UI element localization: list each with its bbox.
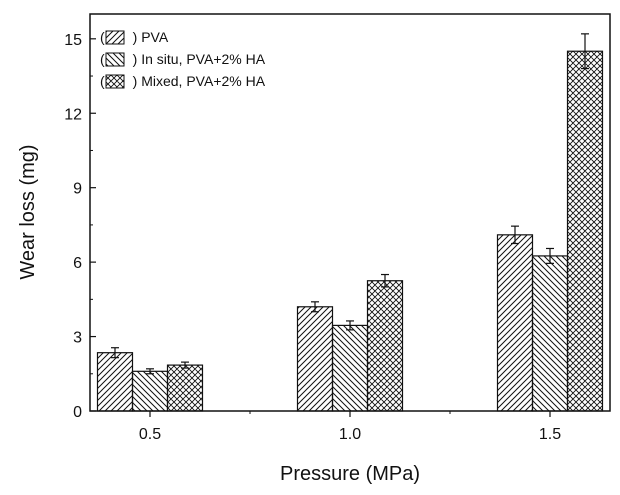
x-axis-title: Pressure (MPa): [280, 463, 420, 485]
error-bars-layer: [111, 33, 589, 375]
bar-3-0-5: [166, 364, 204, 412]
bar-2-1-5: [531, 255, 569, 412]
y-tick-label: 12: [64, 106, 82, 123]
x-tick-label: 0.5: [139, 426, 161, 443]
error-bar-3-0-5: [181, 361, 189, 369]
error-bar-2-1-0: [346, 320, 354, 331]
legend-label: ( ) Mixed, PVA+2% HA: [100, 73, 266, 89]
error-bar-1-0-5: [111, 347, 119, 359]
bar-1-1-5: [496, 234, 534, 412]
legend-item-3: ( ) Mixed, PVA+2% HA: [100, 73, 266, 89]
y-tick-label: 6: [73, 255, 82, 272]
error-bar-3-1-0: [381, 273, 389, 288]
bar-1-0-5: [96, 352, 134, 412]
legend-swatch: [105, 74, 125, 89]
bar-3-1-0: [366, 280, 404, 412]
error-bar-1-1-5: [511, 225, 519, 245]
bar-2-0-5: [131, 370, 169, 412]
x-tick-label: 1.0: [339, 426, 361, 443]
x-tick-label: 1.5: [539, 426, 561, 443]
y-tick-label: 0: [73, 404, 82, 421]
legend-swatch: [105, 30, 125, 45]
y-axis-title: Wear loss (mg): [17, 144, 39, 279]
y-axis: 0 3 6 9 12 15: [64, 32, 96, 421]
bars-layer: [96, 50, 604, 412]
legend: ( ) PVA ( ) In situ, PVA+2% HA ( ) Mixed, …: [100, 29, 266, 89]
bar-1-1-0: [296, 306, 334, 412]
y-tick-label: 15: [64, 32, 82, 49]
legend-label: ( ) In situ, PVA+2% HA: [100, 51, 266, 67]
y-tick-label: 3: [73, 330, 82, 347]
legend-item-2: ( ) In situ, PVA+2% HA: [100, 51, 266, 67]
y-tick-label: 9: [73, 181, 82, 198]
error-bar-3-1-5: [581, 33, 589, 70]
bar-3-1-5: [566, 50, 604, 412]
error-bar-2-1-5: [546, 247, 554, 264]
legend-label: ( ) PVA: [100, 29, 169, 45]
legend-item-1: ( ) PVA: [100, 29, 169, 45]
legend-swatch: [105, 52, 125, 67]
error-bar-1-1-0: [311, 301, 319, 313]
bar-2-1-0: [331, 324, 369, 412]
error-bar-2-0-5: [146, 368, 154, 375]
x-axis: 0.5 1.0 1.5: [139, 411, 561, 443]
